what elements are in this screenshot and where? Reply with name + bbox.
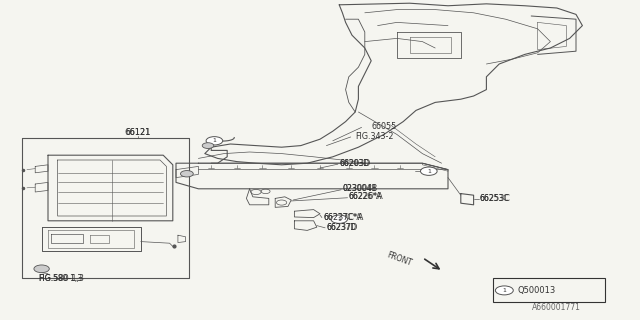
Text: 66121: 66121 [124,128,151,137]
Text: A660001771: A660001771 [532,303,581,312]
Text: 66237C*A: 66237C*A [323,213,364,222]
Circle shape [206,137,223,145]
Circle shape [420,167,437,175]
Text: 66253C: 66253C [480,194,511,203]
Text: 1: 1 [337,217,341,222]
Text: 0230048: 0230048 [342,184,378,193]
Text: 0230048: 0230048 [342,184,376,193]
Text: 1: 1 [212,138,216,143]
Text: FRONT: FRONT [385,251,413,268]
Text: 66055: 66055 [371,122,396,131]
Text: 66237D: 66237D [326,223,356,232]
Circle shape [34,265,49,273]
Text: FIG.580-1,3: FIG.580-1,3 [38,274,84,283]
Circle shape [331,215,348,223]
Text: 66253C: 66253C [480,194,509,203]
Text: 66237C*A: 66237C*A [323,213,362,222]
Text: 1: 1 [427,169,431,174]
Text: 66203D: 66203D [339,159,369,168]
Text: 66203D: 66203D [339,159,371,168]
Text: Q500013: Q500013 [517,286,556,295]
Text: FIG.580-1,3: FIG.580-1,3 [38,274,83,283]
Text: 1: 1 [502,288,506,293]
Circle shape [495,286,513,295]
Text: 66226*A: 66226*A [349,192,383,201]
Circle shape [180,171,193,177]
Text: FIG.343-2: FIG.343-2 [355,132,394,140]
Circle shape [202,143,214,148]
Bar [493,278,605,302]
Text: 66121: 66121 [125,128,150,137]
Text: 66226*A: 66226*A [349,192,382,201]
Text: 66237D: 66237D [326,223,358,232]
